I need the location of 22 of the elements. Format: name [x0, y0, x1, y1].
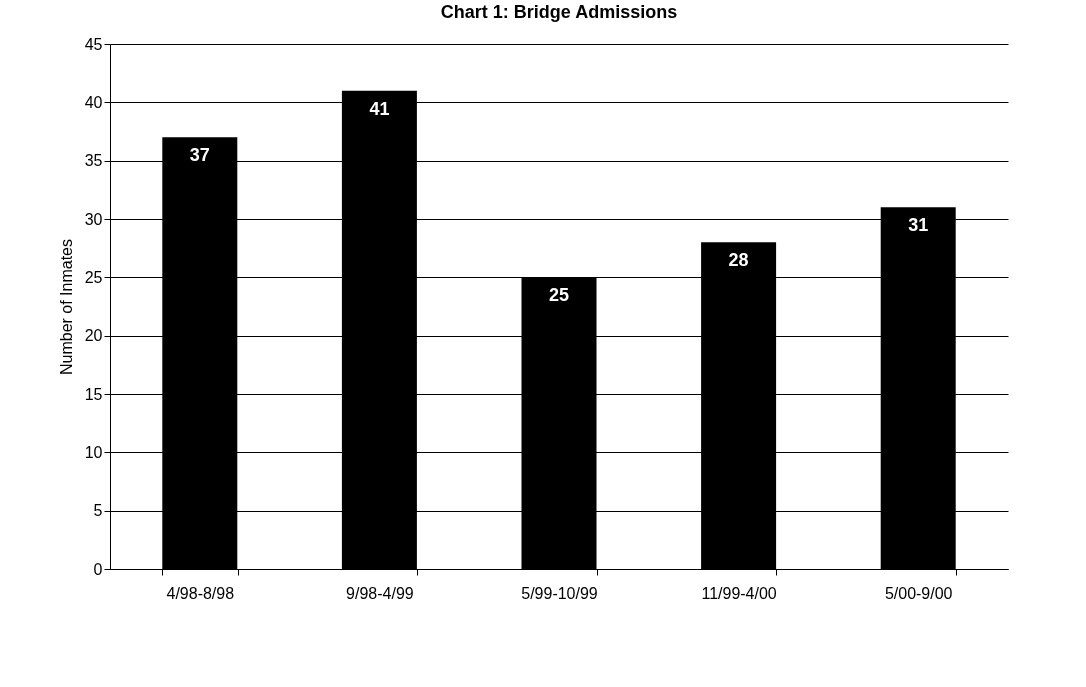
y-tick-label: 35 — [84, 152, 103, 170]
y-axis-title: Number of Inmates — [57, 238, 75, 376]
x-tick-label: 4/98-8/98 — [166, 584, 235, 602]
y-tick-label: 15 — [84, 385, 103, 403]
y-tick-label: 30 — [84, 210, 103, 228]
y-tick-label: 0 — [93, 560, 103, 578]
x-tick-label: 5/00-9/00 — [884, 584, 953, 602]
data-label: 31 — [908, 215, 929, 236]
y-tick-label: 25 — [84, 268, 103, 286]
x-tick-label: 9/98-4/99 — [346, 584, 414, 602]
y-tick-label: 20 — [84, 327, 103, 345]
x-tick-label: 5/99-10/99 — [521, 584, 598, 602]
y-tick-label: 45 — [84, 35, 103, 53]
data-label: 41 — [369, 98, 390, 119]
data-label: 28 — [728, 250, 749, 271]
y-tick-label: 40 — [84, 93, 103, 111]
data-label: 25 — [548, 285, 570, 306]
chart-title: Chart 1: Bridge Admissions — [440, 2, 678, 22]
y-tick-label: 5 — [93, 502, 103, 520]
data-label: 37 — [189, 145, 210, 166]
x-tick-label: 11/99-4/00 — [701, 584, 777, 602]
y-tick-label: 10 — [84, 443, 103, 461]
